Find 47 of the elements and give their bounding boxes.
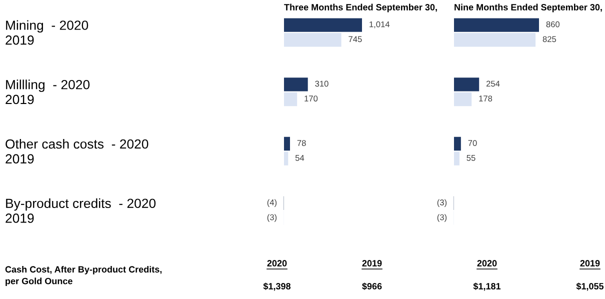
bar — [454, 92, 472, 106]
text: $1,398 — [263, 282, 291, 291]
text: $1,055 — [576, 282, 604, 291]
data-label: (3) — [267, 214, 277, 222]
y-tick-label: 2019 — [6, 154, 34, 164]
chart-title: Nine Months Ended September 30, — [454, 4, 602, 12]
y-tick-label: Millling - 2020 — [6, 80, 90, 92]
data-label: 54 — [295, 155, 304, 161]
y-tick-label: 2019 — [6, 214, 34, 223]
data-label: 78 — [297, 140, 306, 146]
bar — [454, 33, 536, 47]
data-label: 1,014 — [370, 21, 390, 28]
text: $966 — [362, 282, 382, 290]
bar — [284, 92, 298, 106]
data-label: 860 — [546, 21, 560, 28]
bar — [454, 152, 460, 166]
text: 2019 — [580, 260, 600, 266]
data-label: (3) — [437, 199, 447, 208]
y-tick-label: By-product credits - 2020 — [6, 198, 156, 211]
data-label: 178 — [479, 96, 492, 102]
data-label: (3) — [437, 214, 447, 222]
data-label: 70 — [468, 140, 477, 146]
data-label: (4) — [267, 199, 277, 208]
y-tick-label: Mining - 2020 — [6, 20, 88, 33]
data-label: 825 — [542, 36, 556, 42]
data-label: 310 — [315, 80, 328, 87]
bar — [454, 78, 480, 92]
text: 2019 — [362, 260, 382, 266]
bar — [454, 18, 539, 32]
bar — [284, 18, 362, 32]
y-tick-label: 2019 — [6, 94, 34, 104]
text: 2020 — [267, 260, 287, 266]
data-label: 254 — [486, 80, 500, 87]
chart-title: Three Months Ended September 30, — [284, 4, 437, 12]
bar — [284, 136, 290, 151]
text: Cash Cost, After By-product Credits, per Gold Ounce — [5, 266, 162, 286]
data-label: 55 — [466, 155, 476, 161]
data-label: 170 — [304, 96, 318, 102]
bar — [284, 78, 308, 92]
data-label: 745 — [348, 36, 362, 42]
bar — [454, 136, 461, 151]
bar — [284, 33, 342, 47]
text: $1,181 — [473, 282, 501, 291]
y-tick-label: Other cash costs - 2020 — [6, 138, 148, 149]
y-tick-label: 2019 — [6, 35, 34, 45]
text: 2020 — [477, 260, 497, 266]
bar — [284, 152, 288, 166]
